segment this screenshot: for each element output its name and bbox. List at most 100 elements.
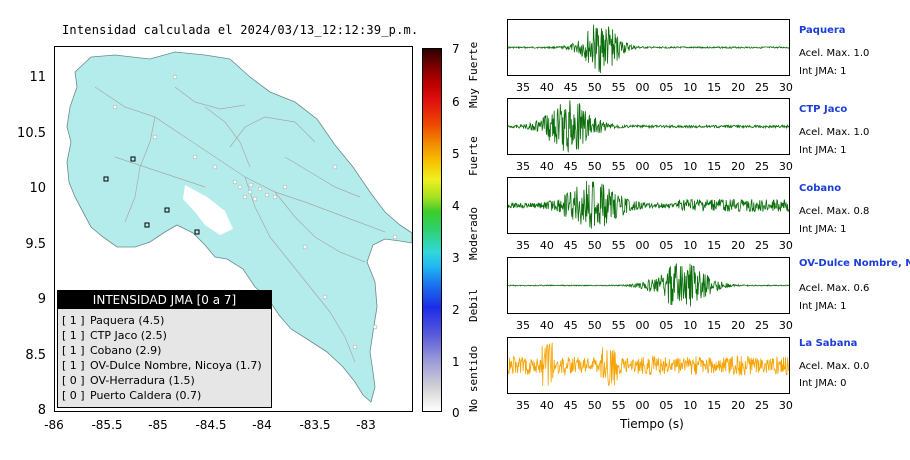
lon-tick-neg84: -84 xyxy=(252,418,272,432)
waveform-panel-cobano[interactable] xyxy=(507,177,790,234)
time-tick: 55 xyxy=(611,160,626,173)
waveform-panel-paquera[interactable] xyxy=(507,19,790,76)
waveform-x-ticks: 35 40 45 50 55 00 05 10 15 20 25 30 xyxy=(507,399,793,415)
legend-row: [ 1 ] Cobano (2.9) xyxy=(62,343,161,358)
time-tick: 40 xyxy=(539,239,554,252)
time-tick: 45 xyxy=(563,399,578,412)
colorbar-label-fuerte: Fuerte xyxy=(467,136,480,176)
time-tick: 15 xyxy=(707,160,722,173)
time-tick: 10 xyxy=(683,81,698,94)
waveform-panel-ov-dulce-nombre[interactable] xyxy=(507,257,790,314)
legend-row: [ 1 ] Paquera (4.5) xyxy=(62,313,164,328)
legend-row-label: OV-Herradura (1.5) xyxy=(90,374,195,387)
legend-row: [ 0 ] Puerto Caldera (0.7) xyxy=(62,388,201,403)
waveform-panel-la-sabana[interactable] xyxy=(507,337,790,394)
time-tick: 30 xyxy=(778,160,793,173)
costa-rica-land xyxy=(66,51,412,403)
station-name: Cobano xyxy=(799,183,842,194)
legend-row: [ 1 ] CTP Jaco (2.5) xyxy=(62,328,167,343)
time-tick: 35 xyxy=(516,239,530,252)
time-tick: 15 xyxy=(707,239,722,252)
lat-tick-9-5: 9.5 xyxy=(25,237,46,252)
legend-row-level: [ 1 ] xyxy=(62,344,85,357)
time-tick: 40 xyxy=(539,81,554,94)
station-points xyxy=(112,74,398,350)
lat-tick-9: 9 xyxy=(37,292,46,307)
time-tick: 35 xyxy=(516,319,530,332)
time-tick: 55 xyxy=(611,399,626,412)
time-tick: 20 xyxy=(731,239,746,252)
lat-tick-10-5: 10.5 xyxy=(17,126,46,141)
legend-title: INTENSIDAD JMA [0 a 7] xyxy=(58,291,271,309)
colorbar-tick-7: 7 xyxy=(452,42,460,56)
time-tick: 45 xyxy=(563,81,578,94)
time-tick: 30 xyxy=(778,81,793,94)
colorbar-label-moderado: Moderado xyxy=(467,207,480,260)
time-tick: 20 xyxy=(731,160,746,173)
legend-row-level: [ 0 ] xyxy=(62,389,85,402)
waveform-trace xyxy=(508,263,789,307)
lat-tick-8: 8 xyxy=(37,403,46,418)
accelerometer-markers xyxy=(103,156,200,235)
legend-row: [ 0 ] OV-Herradura (1.5) xyxy=(62,373,195,388)
station-accel: Acel. Max. 1.0 xyxy=(799,48,870,59)
legend-row-level: [ 1 ] xyxy=(62,359,85,372)
time-tick: 20 xyxy=(731,399,746,412)
time-tick: 05 xyxy=(659,160,674,173)
colorbar-tick-5: 5 xyxy=(452,147,460,161)
time-tick: 15 xyxy=(707,319,722,332)
time-tick: 15 xyxy=(707,81,722,94)
waveform-panel-ctp-jaco[interactable] xyxy=(507,98,790,155)
time-tick: 50 xyxy=(587,319,602,332)
lon-tick-neg84-5: -84.5 xyxy=(195,418,227,432)
time-tick: 35 xyxy=(516,399,530,412)
time-tick: 10 xyxy=(683,399,698,412)
station-name: OV-Dulce Nombre, Nico xyxy=(799,258,910,269)
waveform-x-ticks: 35 40 45 50 55 00 05 10 15 20 25 30 xyxy=(507,319,793,335)
time-tick: 30 xyxy=(778,399,793,412)
lat-tick-8-5: 8.5 xyxy=(25,348,46,363)
station-accel: Acel. Max. 0.6 xyxy=(799,283,870,294)
station-name: Paquera xyxy=(799,25,846,36)
colorbar-label-debil: Debil xyxy=(467,288,480,322)
legend-row-label: Cobano (2.9) xyxy=(90,344,162,357)
time-tick: 35 xyxy=(516,81,530,94)
time-tick: 40 xyxy=(539,319,554,332)
time-tick: 20 xyxy=(731,81,746,94)
legend-row-label: CTP Jaco (2.5) xyxy=(90,329,167,342)
time-tick: 05 xyxy=(659,239,674,252)
time-tick: 00 xyxy=(635,160,650,173)
colorbar-tick-3: 3 xyxy=(452,251,460,265)
waveform-trace xyxy=(508,100,789,153)
station-name: La Sabana xyxy=(799,338,858,349)
waveform-trace xyxy=(508,342,789,386)
lon-tick-neg86: -86 xyxy=(44,418,64,432)
station-int: Int JMA: 1 xyxy=(799,301,847,312)
station-int: Int JMA: 0 xyxy=(799,378,847,389)
waveform-trace xyxy=(508,24,789,74)
colorbar-tick-4: 4 xyxy=(452,199,460,213)
road-network xyxy=(94,86,386,363)
legend-row-level: [ 0 ] xyxy=(62,374,85,387)
nicoya-gulf xyxy=(183,185,233,235)
time-tick: 05 xyxy=(659,319,674,332)
colorbar-tick-1: 1 xyxy=(452,355,460,369)
time-tick: 20 xyxy=(731,319,746,332)
colorbar-tick-2: 2 xyxy=(452,303,460,317)
time-tick: 25 xyxy=(755,160,769,173)
time-tick: 50 xyxy=(587,160,602,173)
intensity-colorbar xyxy=(422,48,442,412)
lat-tick-11: 11 xyxy=(29,70,46,85)
time-tick: 15 xyxy=(707,399,722,412)
time-tick: 05 xyxy=(659,399,674,412)
time-tick: 40 xyxy=(539,160,554,173)
lat-tick-10: 10 xyxy=(29,181,46,196)
lon-tick-neg85: -85 xyxy=(148,418,168,432)
time-tick: 45 xyxy=(563,319,578,332)
time-tick: 00 xyxy=(635,319,650,332)
legend-row-level: [ 1 ] xyxy=(62,329,85,342)
colorbar-label-muy-fuerte: Muy Fuerte xyxy=(467,41,480,108)
time-tick: 55 xyxy=(611,239,626,252)
legend-row-label: Paquera (4.5) xyxy=(90,314,165,327)
time-tick: 10 xyxy=(683,160,698,173)
